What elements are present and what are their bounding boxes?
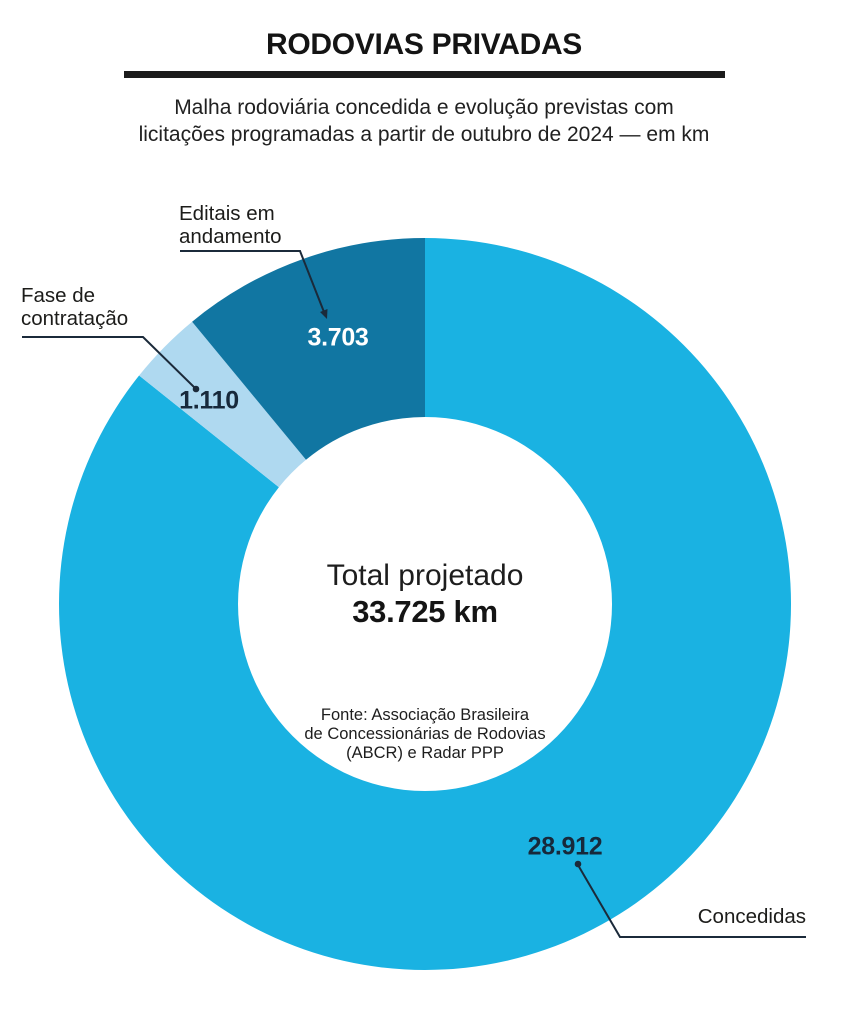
editais-leader-arrowhead: [320, 309, 328, 319]
segment-value-editais: 3.703: [307, 323, 369, 352]
editais-label-line-1: Editais em: [179, 202, 275, 225]
chart-subtitle: Malha rodoviária concedida e evolução pr…: [0, 94, 848, 148]
donut-segments: [59, 238, 792, 970]
source-line-1: Fonte: Associação Brasileira: [320, 706, 530, 724]
editais-leader-line: [180, 250, 325, 313]
subtitle-line-2: licitações programadas a partir de outub…: [138, 123, 710, 146]
segment-label-concedidas: Concedidas: [697, 905, 806, 928]
fase-leader-line: [22, 336, 196, 389]
segment-label-editais: Editais em andamento: [179, 202, 282, 248]
donut-segment-fase-de-contratacao: [139, 321, 306, 488]
source-line-3: (ABCR) e Radar PPP: [346, 744, 504, 762]
segment-label-fase: Fase de contratação: [21, 284, 128, 330]
subtitle-line-1: Malha rodoviária concedida e evolução pr…: [174, 96, 674, 119]
page-title: RODOVIAS PRIVADAS: [265, 28, 583, 61]
fase-label-line-1: Fase de: [21, 284, 96, 307]
donut-segment-editais-em-andamento: [192, 238, 425, 460]
segment-value-concedidas: 28.912: [527, 832, 603, 861]
fase-leader-dot: [192, 385, 200, 393]
fase-label-line-2: contratação: [21, 307, 129, 330]
total-label: Total projetado: [326, 559, 524, 592]
concedidas-leader-dot: [574, 860, 582, 868]
title-rule: [124, 71, 725, 78]
source-line-2: de Concessionárias de Rodovias: [304, 725, 546, 743]
editais-label-line-2: andamento: [179, 225, 282, 248]
concedidas-leader-line: [577, 864, 806, 938]
source-credit: Fonte: Associação Brasileira de Concessi…: [304, 706, 545, 763]
segment-value-fase: 1.110: [179, 386, 239, 415]
total-value: 33.725 km: [352, 594, 498, 629]
donut-segment-concedidas: [59, 238, 792, 970]
